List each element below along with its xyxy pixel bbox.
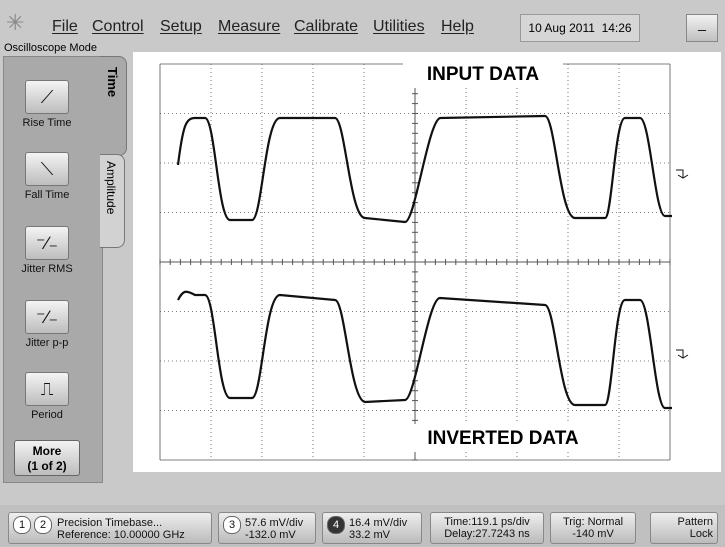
- trigger-box[interactable]: Trig: Normal -140 mV: [550, 512, 636, 544]
- trace-marker: [676, 169, 689, 179]
- menu-item[interactable]: Utilities: [373, 18, 425, 35]
- more-title: More: [32, 444, 62, 458]
- status-text: -140 mV: [572, 528, 614, 540]
- mode-label: Oscilloscope Mode: [4, 42, 97, 54]
- timebase-box[interactable]: 1 2 Precision Timebase... Reference: 10.…: [8, 512, 212, 544]
- label-bg: [403, 60, 563, 88]
- tab[interactable]: Amplitude: [100, 154, 125, 248]
- minimize-button[interactable]: _: [686, 14, 718, 42]
- status-text: -132.0 mV: [245, 529, 296, 541]
- button-label: Period: [31, 409, 63, 421]
- pattern-lock-box[interactable]: Pattern Lock: [650, 512, 718, 544]
- trace-input: [176, 114, 672, 224]
- status-text: Delay:27.7243 ns: [444, 528, 530, 540]
- time-box[interactable]: Time:119.1 ps/div Delay:27.7243 ns: [430, 512, 544, 544]
- trace-marker: [676, 349, 689, 359]
- channel4-box[interactable]: 4 16.4 mV/div 33.2 mV: [322, 512, 422, 544]
- status-text: Time:119.1 ps/div: [444, 516, 530, 528]
- datetime: 10 Aug 2011 14:26: [520, 14, 640, 42]
- tab[interactable]: Time: [100, 56, 127, 156]
- annotation: INPUT DATA: [427, 64, 540, 85]
- logo: ✳: [6, 10, 25, 35]
- channel3-box[interactable]: 3 57.6 mV/div -132.0 mV: [218, 512, 316, 544]
- menu-item[interactable]: Control: [92, 18, 144, 35]
- channel-badge: 1: [13, 516, 31, 534]
- tab-label: Amplitude: [104, 161, 118, 215]
- button-label: Fall Time: [24, 189, 70, 201]
- status-text: Reference: 10.00000 GHz: [57, 529, 185, 541]
- menu-item[interactable]: File: [52, 18, 78, 35]
- measure-button[interactable]: ⎍ Period: [10, 372, 84, 421]
- measure-button[interactable]: ⟍ Fall Time: [10, 152, 84, 201]
- label-bg: [408, 424, 598, 452]
- status-text: Lock: [689, 528, 713, 540]
- display: INPUT DATA INVERTED DATA: [133, 52, 721, 472]
- status-text: Precision Timebase...: [57, 517, 163, 529]
- menu-item[interactable]: Help: [441, 18, 474, 35]
- measure-button[interactable]: ⁻∕₋ Jitter RMS: [10, 226, 84, 275]
- measure-button[interactable]: ⁻∕₋ Jitter p-p: [10, 300, 84, 349]
- tab-label: Time: [105, 67, 120, 98]
- status-text: 57.6 mV/div: [245, 517, 304, 529]
- menu-item[interactable]: Setup: [160, 18, 202, 35]
- more-button[interactable]: More (1 of 2): [14, 440, 80, 476]
- channel-badge: 4: [327, 516, 345, 534]
- more-page: (1 of 2): [27, 459, 67, 473]
- button-label: Rise Time: [22, 117, 72, 129]
- button-label: Jitter p-p: [25, 337, 69, 349]
- annotation: INVERTED DATA: [427, 428, 579, 449]
- status-text: Pattern: [677, 516, 713, 528]
- grid: [159, 63, 671, 461]
- menu-item[interactable]: Calibrate: [294, 18, 359, 35]
- status-text: 33.2 mV: [349, 529, 390, 541]
- status-text: Trig: Normal: [562, 516, 624, 528]
- channel-badge: 2: [34, 516, 53, 534]
- side-panel: [3, 56, 103, 483]
- channel-badge: 3: [223, 516, 241, 534]
- status-text: 16.4 mV/div: [349, 517, 408, 529]
- menu-item[interactable]: Measure: [218, 18, 281, 35]
- measure-button[interactable]: ⟋ Rise Time: [10, 80, 84, 129]
- button-label: Jitter RMS: [21, 263, 73, 275]
- trace-inverted: [177, 290, 672, 410]
